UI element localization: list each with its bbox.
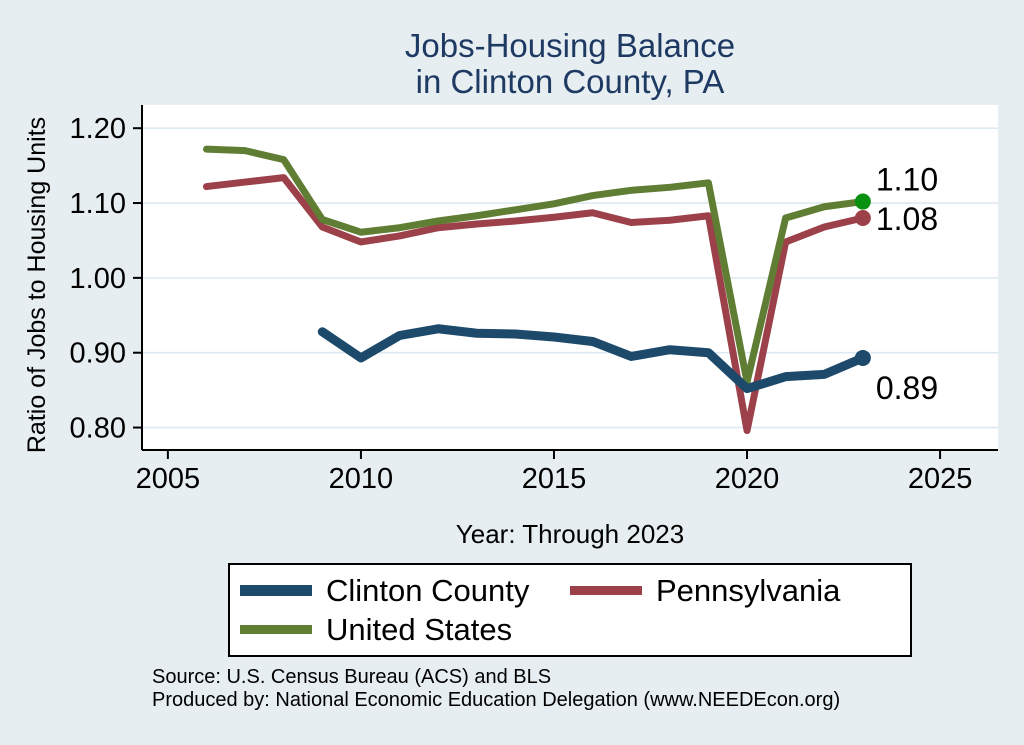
x-tick-label-2020: 2020 (715, 463, 780, 495)
y-tick-label-1.20: 1.20 (70, 113, 126, 145)
end-label-clinton-county: 0.89 (876, 370, 938, 406)
series-line-united-states (202, 145, 867, 386)
x-tick-label-2005: 2005 (136, 463, 201, 495)
legend-item-pennsylvania: Pennsylvania (570, 573, 900, 609)
x-axis-title: Year: Through 2023 (456, 519, 684, 549)
series-line-pennsylvania (202, 174, 867, 435)
legend-label-clinton-county: Clinton County (326, 572, 530, 608)
chart-title: Jobs-Housing Balance in Clinton County, … (142, 28, 998, 100)
legend-swatch-pennsylvania (570, 586, 642, 595)
y-tick-label-0.90: 0.90 (70, 338, 126, 370)
x-tick-label-2015: 2015 (522, 463, 587, 495)
chart-title-line1: Jobs-Housing Balance (404, 27, 736, 64)
end-label-united-states: 1.10 (876, 162, 938, 198)
chart-title-line2: in Clinton County, PA (415, 63, 725, 100)
x-tick-label-2010: 2010 (329, 463, 394, 495)
source-notes: Source: U.S. Census Bureau (ACS) and BLS… (152, 666, 840, 712)
x-tick-label-2025: 2025 (908, 463, 973, 495)
y-axis-title: Ratio of Jobs to Housing Units (23, 117, 51, 453)
y-tick-label-1.10: 1.10 (70, 188, 126, 220)
legend-swatch-united-states (240, 625, 312, 634)
chart-generated-layer: 0.80 0.90 1.00 1.10 1.20 2005 2010 2015 2020 2025… (70, 105, 998, 495)
end-dot-pennsylvania (854, 210, 871, 227)
legend-swatch-clinton-county (240, 585, 312, 596)
y-tick-label-1.00: 1.00 (70, 263, 126, 295)
end-dot-clinton-county (854, 349, 871, 366)
legend-label-pennsylvania: Pennsylvania (656, 572, 841, 608)
source-line: Source: U.S. Census Bureau (ACS) and BLS (152, 666, 552, 688)
legend-item-united-states: United States (240, 612, 570, 648)
legend: Clinton County Pennsylvania United State… (228, 563, 912, 657)
legend-item-clinton-county: Clinton County (240, 573, 570, 609)
y-tick-label-0.80: 0.80 (70, 413, 126, 445)
legend-label-united-states: United States (326, 611, 513, 647)
end-label-pennsylvania: 1.08 (876, 201, 938, 237)
produced-by-line: Produced by: National Economic Education… (152, 689, 841, 711)
end-dot-united-states (854, 193, 871, 210)
series-line-clinton-county (317, 324, 868, 394)
